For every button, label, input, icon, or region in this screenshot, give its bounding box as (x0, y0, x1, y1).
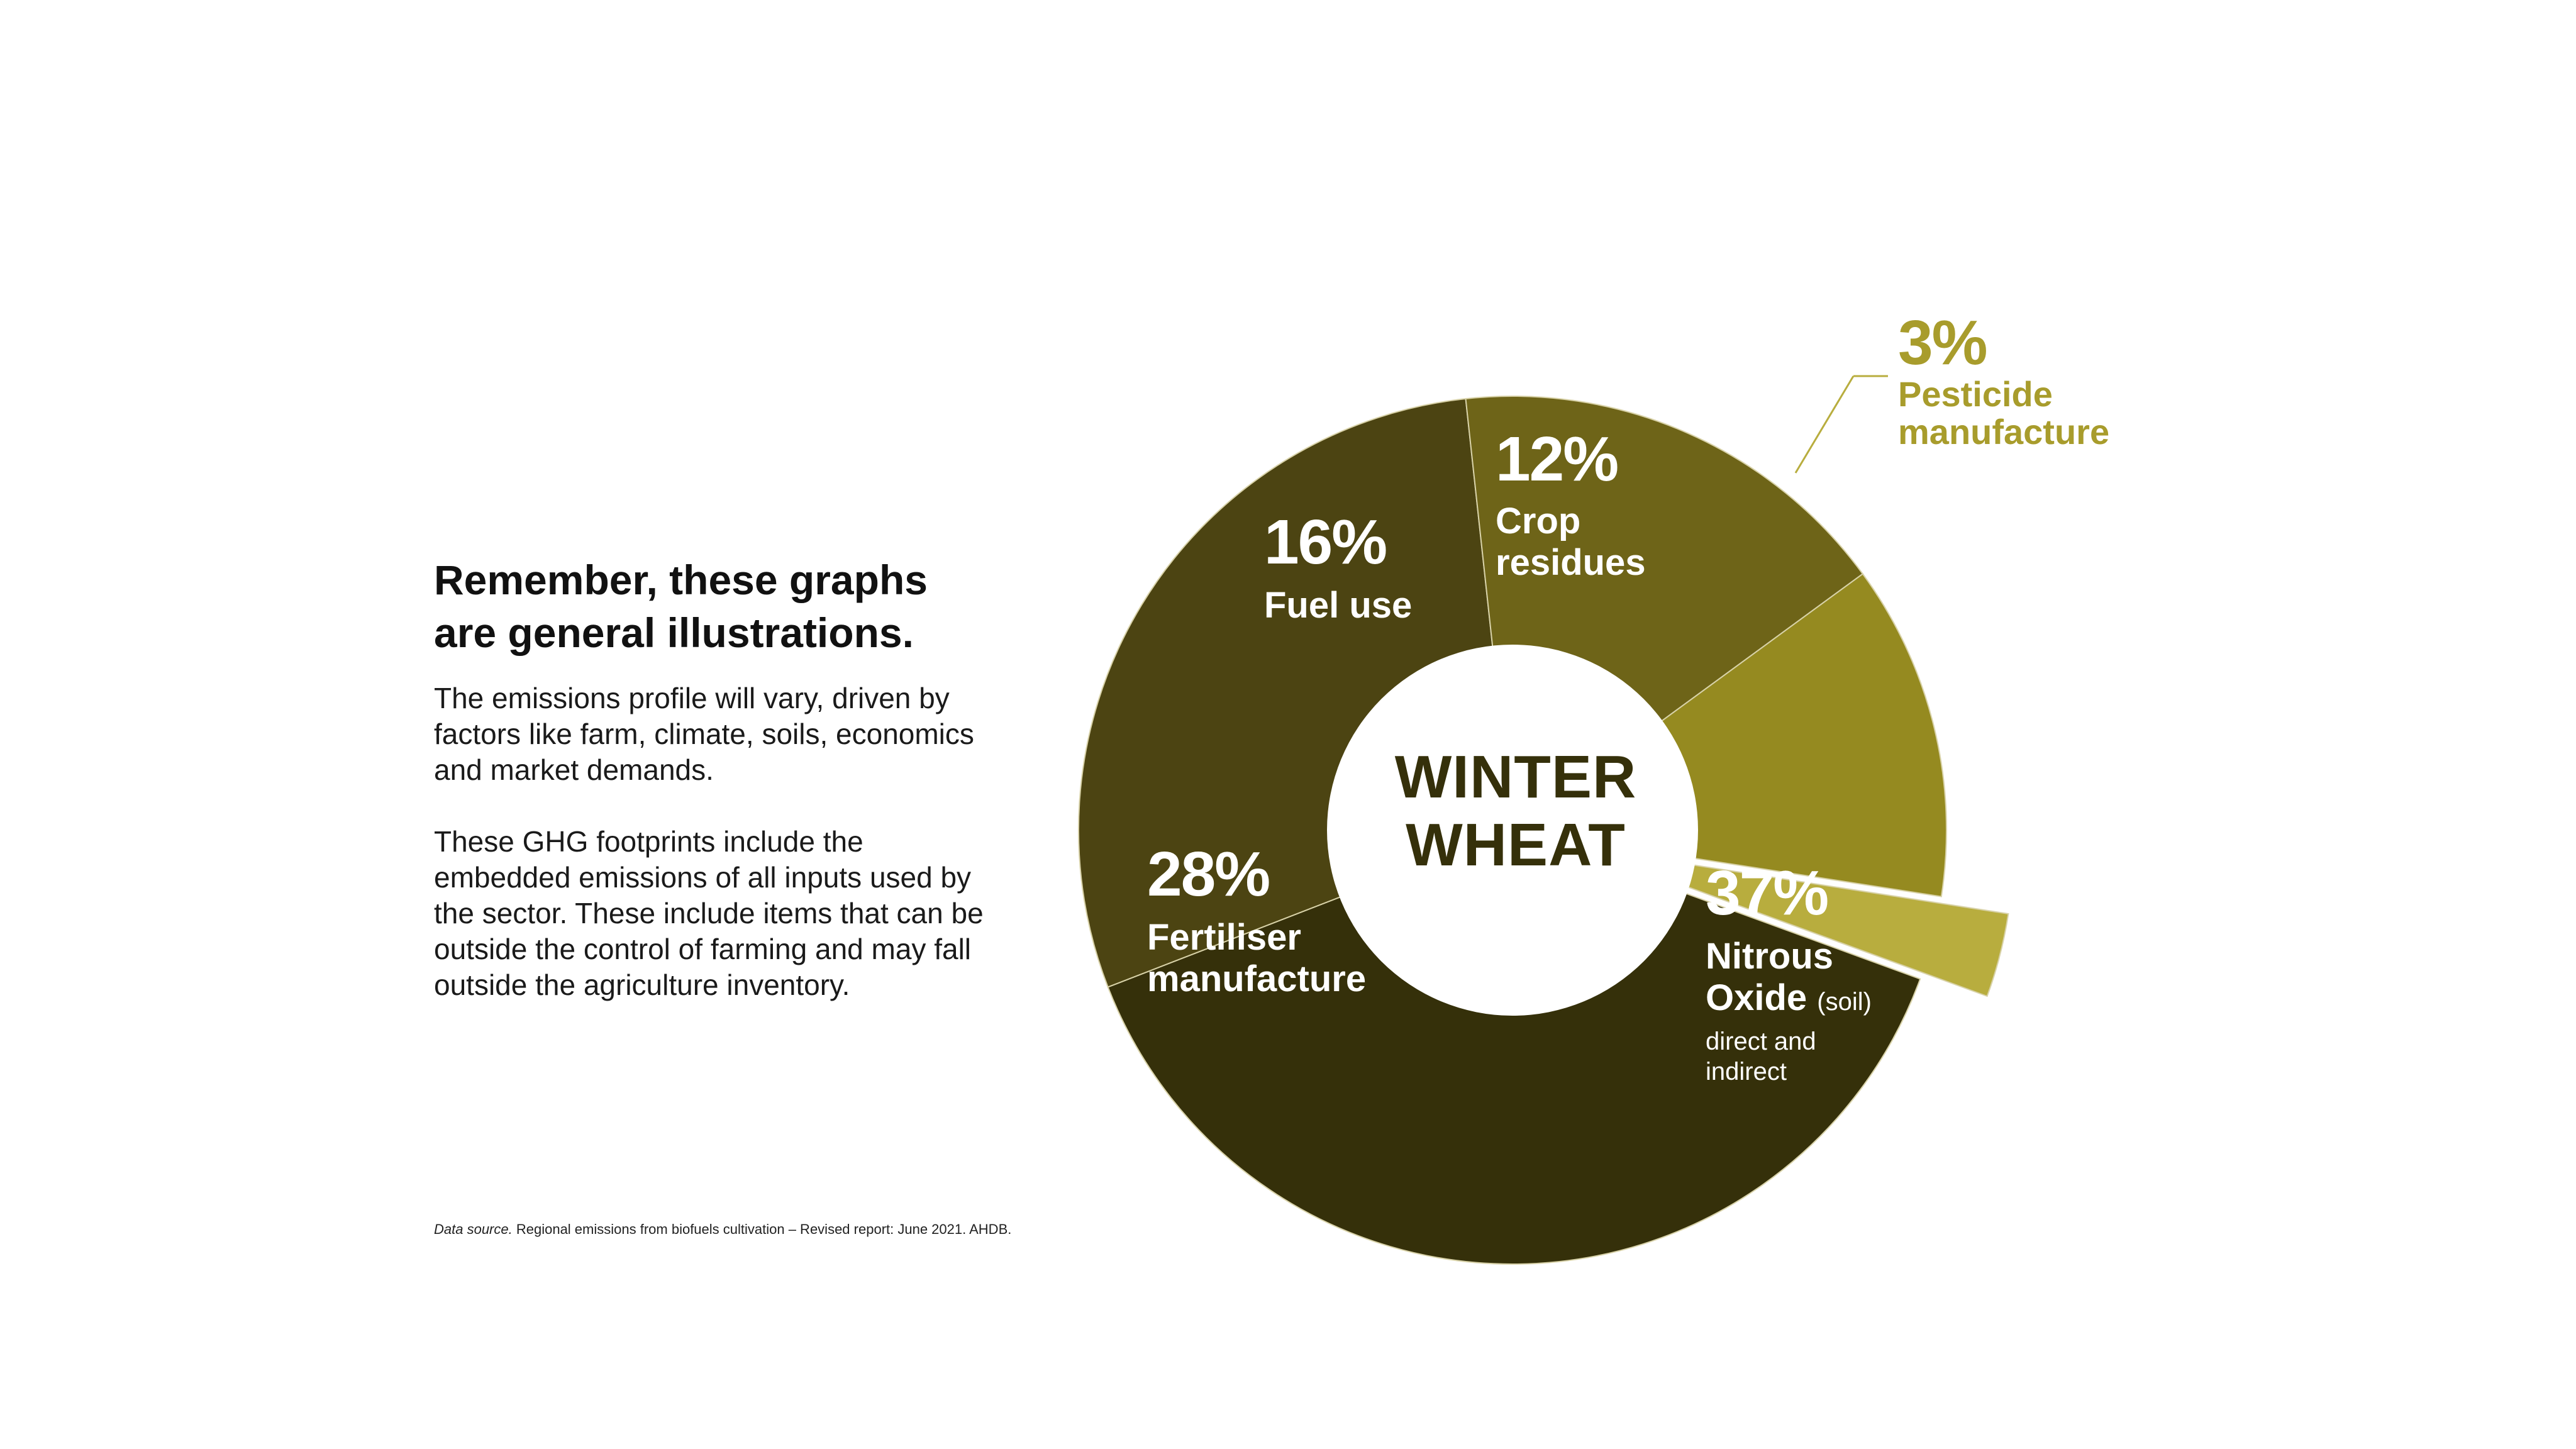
slice-name-line-2: manufacture (1147, 958, 1367, 999)
pct-label: 28% (1147, 839, 1270, 909)
slice-name-line-1: Fuel use (1264, 585, 1413, 626)
heading-line-1: Remember, these graphs (434, 557, 928, 603)
slice-name-line-2: manufacture (1898, 412, 2110, 452)
footprint-paragraph: These GHG footprints include the embedde… (434, 825, 984, 1001)
pct-label: 3% (1898, 308, 1988, 378)
center-title-line-2: WHEAT (1406, 811, 1626, 879)
slice-note-line-2: indirect (1706, 1058, 1787, 1085)
label-pesticide: 3% Pesticide manufacture (1898, 311, 2109, 451)
chart-center-title: WINTER WHEAT (1289, 743, 1742, 879)
pct-label: 12% (1496, 424, 1619, 494)
data-source-label: Data source. (434, 1221, 513, 1237)
pct-label: 16% (1264, 507, 1387, 577)
label-crop-residues: 12% Crop residues (1496, 428, 1646, 584)
label-fuel-use: 16% Fuel use (1264, 511, 1412, 626)
slice-name-line-1: Fertiliser (1147, 917, 1301, 958)
intro-paragraph: The emissions profile will vary, driven … (434, 682, 974, 786)
slice-name-line-2: residues (1496, 542, 1646, 583)
pesticide-leader-line (1794, 375, 1855, 474)
heading-line-2: are general illustrations. (434, 609, 914, 656)
page-heading: Remember, these graphs are general illus… (434, 553, 1000, 659)
center-title-line-1: WINTER (1394, 743, 1637, 811)
label-fertiliser: 28% Fertiliser manufacture (1147, 843, 1366, 1000)
label-nitrous-oxide: 37% Nitrous Oxide (soil) direct and indi… (1706, 862, 1872, 1087)
donut-hole (1327, 645, 1698, 1016)
slice-name-line-2: Oxide (1706, 977, 1807, 1018)
slice-note-line-1: direct and (1706, 1028, 1816, 1055)
data-source-note: Data source. Regional emissions from bio… (434, 1221, 1011, 1238)
slice-name-suffix: (soil) (1817, 988, 1872, 1016)
slice-name-line-1: Nitrous (1706, 936, 1833, 977)
pct-label: 37% (1706, 858, 1829, 928)
data-source-text: Regional emissions from biofuels cultiva… (512, 1221, 1012, 1237)
slice-name-line-1: Crop (1496, 501, 1581, 541)
slice-name-line-1: Pesticide (1898, 374, 2053, 414)
pie-slice-nitrous-oxide (1107, 829, 1921, 1265)
